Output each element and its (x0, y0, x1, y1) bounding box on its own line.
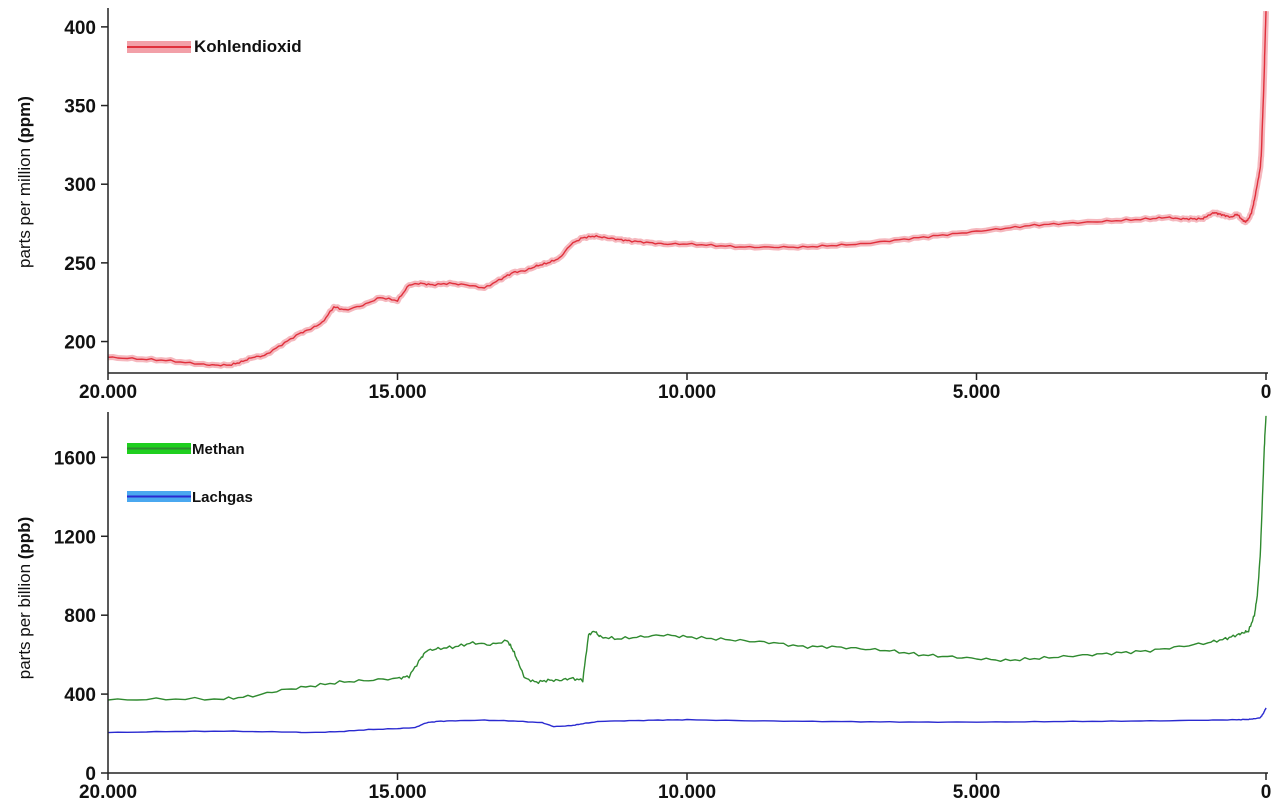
ch4-n2o-chart: 0 400 800 1200 1600 20.000 15.000 10.000 5.000 0… (15, 412, 1271, 803)
co2-legend: Kohlendioxid (127, 37, 302, 56)
lachgas-series-line (108, 708, 1266, 733)
lachgas-legend: Lachgas (127, 489, 253, 506)
lachgas-legend-label: Lachgas (192, 489, 253, 506)
ch4-n2o-y-axis-label-text: parts per billion (15, 559, 34, 679)
co2-y-axis-label-unit: (ppm) (15, 96, 34, 143)
kohlendioxid-series-line (108, 11, 1266, 366)
co2-y-tick-label: 400 (64, 18, 96, 39)
co2-x-tick-label: 15.000 (368, 382, 426, 403)
ch4-n2o-x-tick-label: 10.000 (658, 782, 716, 803)
co2-y-ticks: 200 250 300 350 400 (64, 18, 108, 354)
co2-x-tick-label: 0 (1261, 382, 1272, 403)
co2-chart: 200 250 300 350 400 20.000 15.000 10.000 5.000 0… (15, 8, 1271, 403)
ch4-n2o-y-tick-label: 400 (64, 685, 96, 706)
methan-legend: Methan (127, 441, 245, 458)
ch4-n2o-y-tick-label: 800 (64, 606, 96, 627)
kohlendioxid-uncertainty-band (108, 11, 1266, 366)
co2-y-tick-label: 200 (64, 333, 96, 354)
methan-legend-label: Methan (192, 441, 245, 458)
ch4-n2o-y-axis-label: parts per billion (ppb) (15, 517, 34, 680)
ch4-n2o-y-axis-label-unit: (ppb) (15, 517, 34, 559)
co2-y-tick-label: 250 (64, 254, 96, 275)
co2-y-tick-label: 350 (64, 97, 96, 118)
ch4-n2o-x-tick-label: 15.000 (368, 782, 426, 803)
ch4-n2o-x-ticks: 20.000 15.000 10.000 5.000 0 (79, 773, 1271, 803)
ch4-n2o-x-tick-label: 20.000 (79, 782, 137, 803)
ch4-n2o-y-tick-label: 1200 (54, 527, 96, 548)
co2-x-ticks: 20.000 15.000 10.000 5.000 0 (79, 373, 1271, 403)
co2-y-axis-label: parts per million (ppm) (15, 96, 34, 268)
co2-y-tick-label: 300 (64, 175, 96, 196)
co2-x-tick-label: 5.000 (953, 382, 1001, 403)
ch4-n2o-x-tick-label: 0 (1261, 782, 1272, 803)
co2-y-axis-label-text: parts per million (15, 143, 34, 268)
co2-legend-label: Kohlendioxid (194, 37, 302, 56)
co2-x-tick-label: 20.000 (79, 382, 137, 403)
ch4-n2o-x-tick-label: 5.000 (953, 782, 1001, 803)
co2-x-tick-label: 10.000 (658, 382, 716, 403)
ch4-n2o-y-tick-label: 1600 (54, 448, 96, 469)
ch4-n2o-series-layer (108, 416, 1266, 733)
co2-series-layer (108, 11, 1266, 366)
methan-series-line (108, 416, 1266, 700)
